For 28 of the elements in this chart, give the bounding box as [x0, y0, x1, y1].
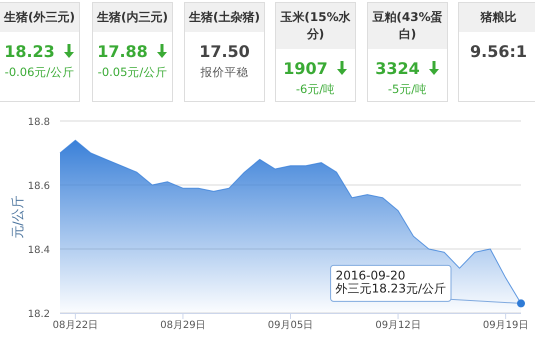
text: 17.50 [199, 42, 250, 61]
text: -6元/吨 [296, 82, 336, 96]
text: 1907 [283, 59, 328, 78]
x-tick-label: 08月29日 [160, 320, 206, 331]
y-tick-label: 18.2 [28, 309, 50, 320]
x-tick-label: 09月05日 [268, 320, 314, 331]
y-axis-title: 元/公斤 [11, 195, 26, 239]
text: -0.06元/公斤 [4, 65, 74, 79]
category-label: 豆粕(43%蛋白) [368, 3, 447, 49]
text: 9.56:1 [470, 42, 527, 61]
category-label: 生猪(内三元) [93, 3, 172, 32]
category-label: 生猪(土杂猪) [185, 3, 264, 32]
y-tick-label: 18.4 [28, 245, 50, 256]
x-tick-label: 09月12日 [375, 320, 421, 331]
category-label: 玉米(15%水分) [276, 3, 355, 49]
text: 18.23 [4, 42, 55, 61]
text: 报价平稳 [200, 65, 248, 79]
y-tick-label: 18.6 [28, 181, 50, 192]
y-tick-label: 18.8 [28, 117, 50, 128]
text: 3324 [375, 59, 420, 78]
text: -5元/吨 [388, 82, 428, 96]
text: -0.05元/公斤 [98, 65, 168, 79]
annotation: 2016-09-20 外三元18.23元/公斤 [336, 268, 446, 296]
x-tick-label: 09月19日 [482, 320, 528, 331]
x-tick-label: 08月22日 [52, 320, 98, 331]
category-label: 猪粮比 [459, 3, 535, 32]
text: 17.88 [97, 42, 148, 61]
category-label: 生猪(外三元) [0, 3, 79, 32]
